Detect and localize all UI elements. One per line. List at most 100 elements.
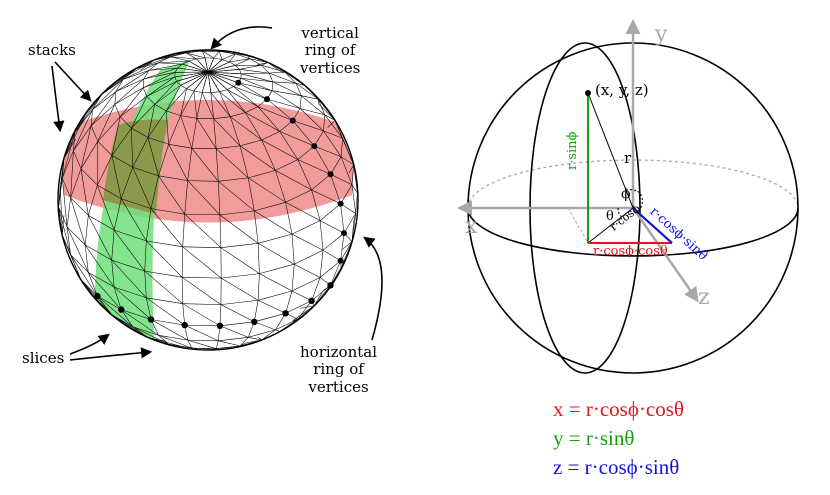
mesh-edge	[207, 72, 212, 93]
mesh-edge	[215, 340, 219, 349]
mesh-edge	[111, 259, 147, 298]
rcosphi-line	[587, 207, 634, 244]
mesh-edge	[218, 181, 221, 215]
mesh-edge	[131, 96, 148, 129]
mesh-edge	[114, 87, 144, 105]
mesh-edge	[207, 71, 241, 79]
mesh-edge	[295, 83, 319, 100]
mesh-edge	[219, 325, 249, 338]
mesh-edge	[147, 337, 181, 347]
mesh-edge	[322, 232, 345, 251]
phi-arc	[625, 189, 643, 215]
mesh-edge	[219, 304, 222, 326]
mesh-edge	[168, 115, 181, 145]
mesh-edge	[113, 198, 122, 231]
mesh-edge	[150, 175, 159, 209]
mesh-edge	[148, 63, 183, 71]
mesh-edge	[238, 82, 268, 100]
mesh-edge	[150, 208, 183, 247]
theta-label: θ	[606, 209, 614, 224]
mesh-edge	[114, 91, 117, 105]
vertex-dot	[251, 318, 258, 325]
arrow-vertical-ring	[210, 26, 273, 50]
mesh-edge	[299, 95, 302, 109]
mesh-edge	[239, 337, 249, 347]
mesh-edge	[226, 89, 246, 113]
mesh-edge	[291, 277, 321, 292]
mesh-edge	[97, 185, 115, 231]
vertex-dot	[311, 143, 318, 150]
mesh-edge	[248, 177, 286, 203]
equation-z: z = r·cosϕ·sinθ	[553, 455, 680, 479]
mesh-edge	[182, 303, 221, 305]
mesh-edge	[62, 150, 74, 179]
mesh-edge	[70, 150, 74, 198]
mesh-edge	[180, 85, 187, 89]
mesh-edge	[115, 79, 124, 92]
mesh-edge	[147, 137, 169, 145]
mesh-edge	[166, 110, 181, 116]
mesh-edge	[180, 88, 187, 116]
axis-x-label: x	[465, 214, 478, 239]
mesh-edge	[181, 246, 183, 278]
mesh-edge	[351, 184, 358, 194]
mesh-edge	[314, 145, 331, 175]
mesh-edge	[204, 57, 209, 73]
mesh-edge	[230, 345, 241, 348]
mesh-edge	[90, 125, 99, 142]
mesh-edge	[147, 110, 167, 138]
mesh-edge	[230, 112, 246, 117]
mesh-edge	[311, 189, 341, 205]
mesh-edge	[285, 290, 293, 314]
mesh-edge	[219, 89, 228, 92]
mesh-edge	[143, 72, 176, 89]
mesh-edge	[91, 104, 115, 126]
mesh-edge	[323, 114, 326, 131]
mesh-edge	[275, 329, 280, 332]
mesh-edge	[142, 78, 145, 88]
mesh-edge	[144, 271, 147, 298]
mesh-edge	[177, 63, 183, 69]
mesh-edge	[62, 178, 71, 198]
mesh-edge	[207, 65, 236, 73]
mesh-edge	[215, 148, 219, 182]
point-xyz	[585, 90, 591, 96]
mesh-edge	[245, 112, 262, 141]
mesh-edge	[210, 92, 214, 119]
mesh-edge	[186, 88, 194, 92]
mesh-edge	[187, 339, 219, 342]
mesh-edge	[275, 170, 286, 203]
mesh-edge	[154, 85, 181, 105]
mesh-edge	[119, 116, 132, 129]
mesh-edge	[245, 112, 280, 132]
mesh-edge	[181, 277, 183, 304]
mesh-edge	[174, 71, 209, 78]
mesh-edge	[323, 130, 342, 157]
axis-z-label: z	[698, 285, 710, 310]
mesh-edge	[294, 250, 324, 265]
mesh-edge	[272, 90, 302, 96]
mesh-edge	[119, 96, 148, 118]
mesh-edge	[300, 108, 325, 116]
mesh-edge	[88, 185, 98, 216]
axis-y-label: y	[655, 22, 668, 47]
mesh-edge	[90, 91, 117, 126]
vertex-dot	[264, 96, 270, 103]
mesh-edge	[291, 233, 324, 251]
mesh-edge	[165, 110, 169, 145]
mesh-edge	[258, 290, 293, 301]
mesh-edge	[62, 178, 68, 227]
mesh-edge	[340, 241, 353, 261]
mesh-edge	[297, 145, 315, 160]
vertex-dot	[337, 257, 344, 264]
mesh-edge	[187, 148, 193, 181]
mesh-edge	[257, 106, 280, 132]
mesh-edge	[291, 290, 312, 302]
mesh-edge	[213, 116, 231, 119]
mesh-edge	[348, 164, 354, 174]
mesh-edge	[207, 71, 220, 92]
mesh-edge	[294, 263, 321, 278]
mesh-edge	[301, 95, 319, 100]
mesh-edge	[207, 59, 223, 73]
mesh-edge	[272, 81, 302, 96]
